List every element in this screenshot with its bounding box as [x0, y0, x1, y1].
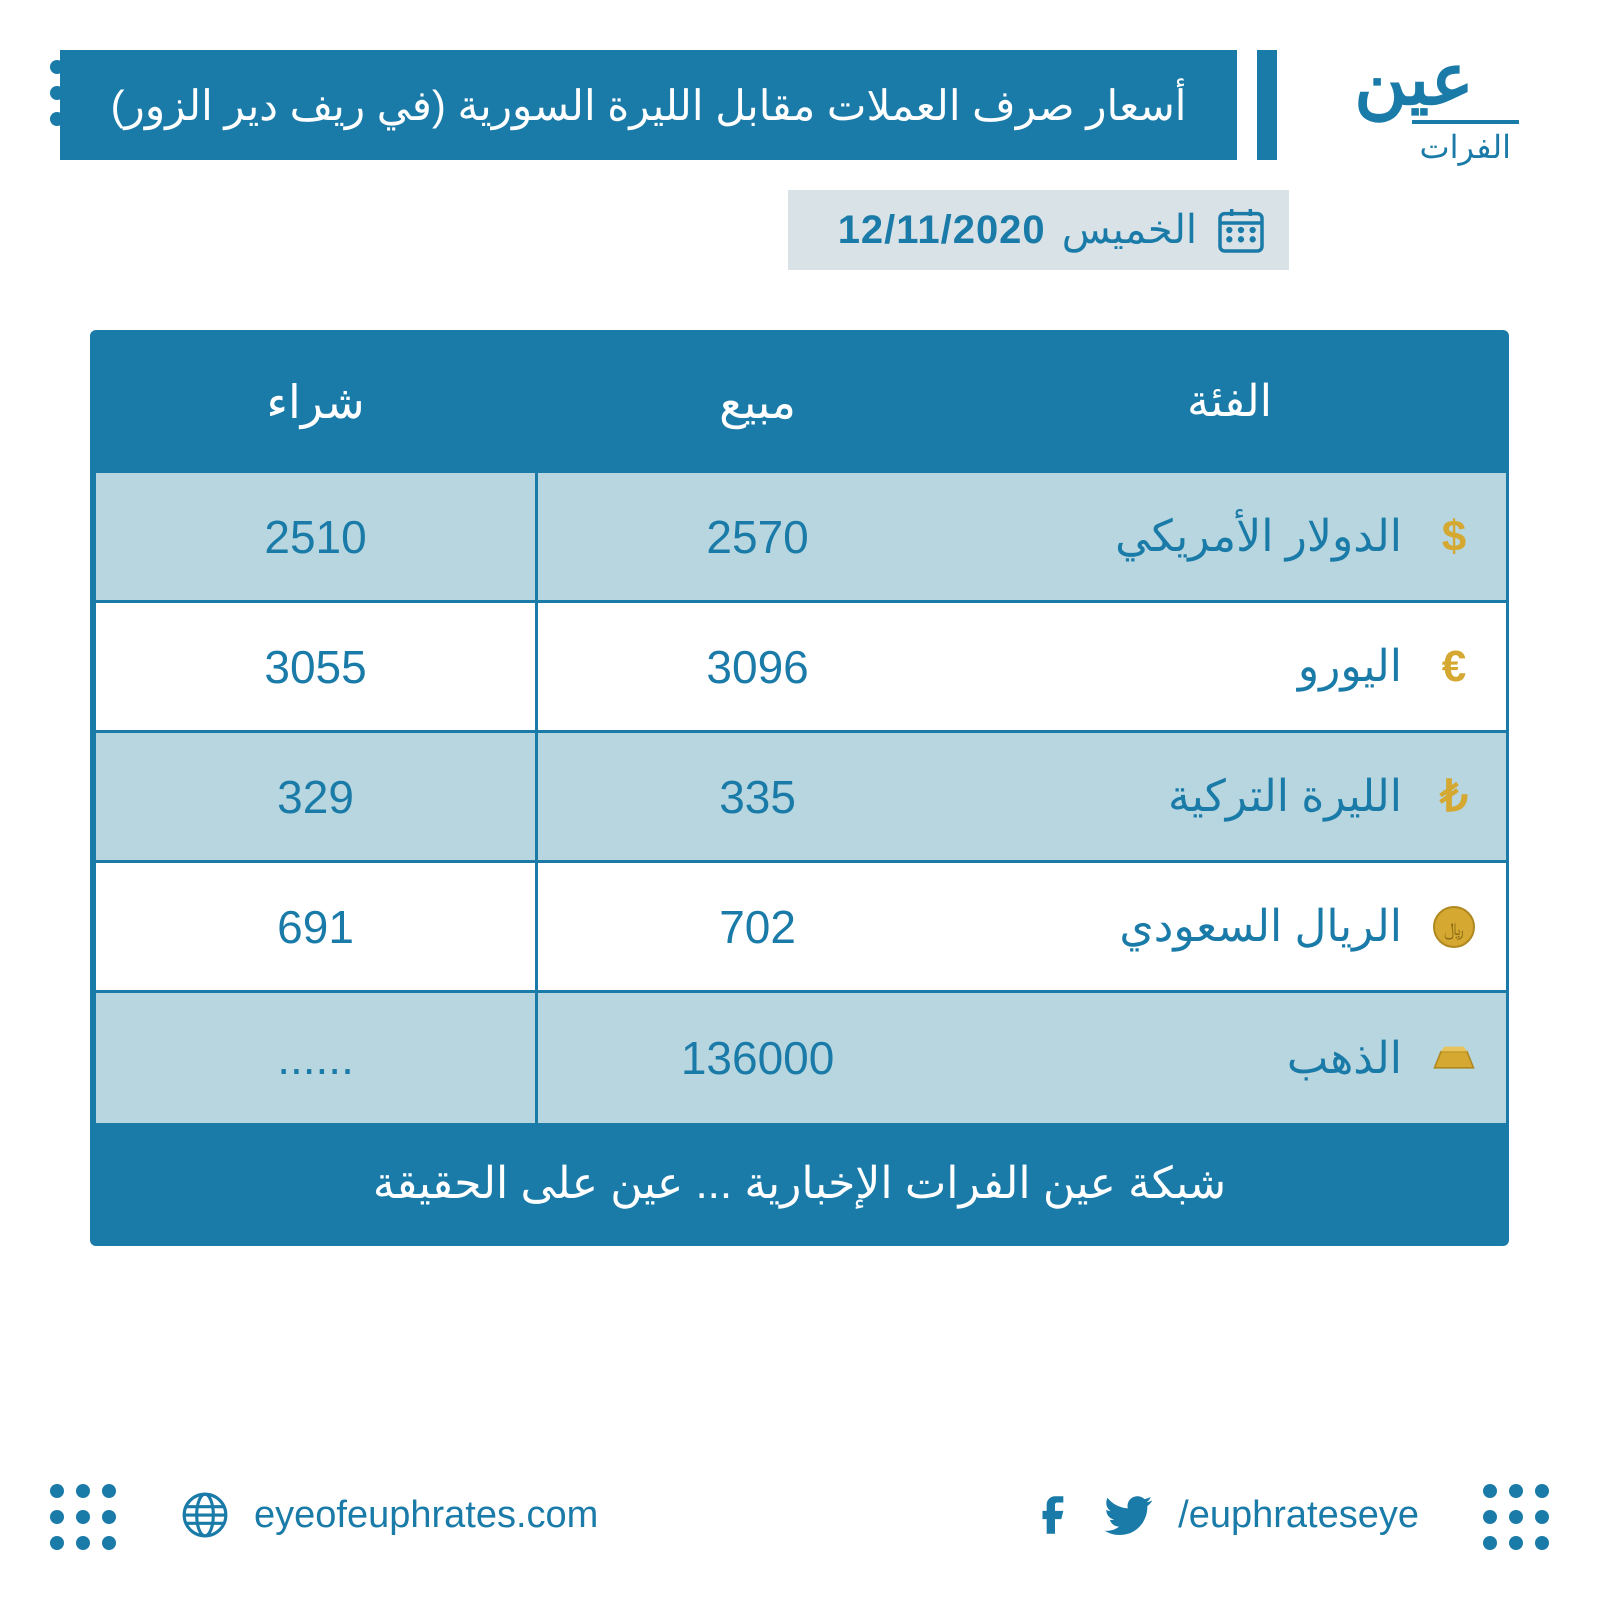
cell-category: ₺ الليرة التركية: [977, 733, 1506, 860]
svg-text:﷼: ﷼: [1444, 919, 1464, 940]
cell-category: € اليورو: [977, 603, 1506, 730]
calendar-icon: [1213, 202, 1269, 258]
cell-sell: 3096: [535, 603, 977, 730]
social-block: /euphrateseye: [1030, 1490, 1419, 1540]
cell-category: الذهب: [977, 993, 1506, 1123]
category-label: الذهب: [1287, 1033, 1402, 1084]
euro-icon: €: [1426, 639, 1482, 695]
date-bar: الخميس 12/11/2020: [788, 190, 1289, 270]
logo: عين الفرات: [1289, 50, 1539, 160]
decor-dots-bottom-right: [50, 1484, 116, 1550]
gold-icon: [1426, 1030, 1482, 1086]
lira-icon: ₺: [1426, 769, 1482, 825]
category-label: الريال السعودي: [1119, 901, 1402, 952]
cell-buy: ......: [93, 993, 535, 1123]
table-row: € اليورو 30963055: [93, 603, 1506, 733]
facebook-icon: [1030, 1490, 1080, 1540]
bottom-bar: eyeofeuphrates.com /euphrateseye: [180, 1480, 1419, 1550]
table-row: ₺ الليرة التركية 335329: [93, 733, 1506, 863]
page-title: أسعار صرف العملات مقابل الليرة السورية (…: [60, 50, 1237, 160]
table-header-row: الفئة مبيع شراء: [93, 333, 1506, 473]
date-value: 12/11/2020: [818, 208, 1046, 253]
cell-category: $ الدولار الأمريكي: [977, 473, 1506, 600]
table-row: الذهب 136000......: [93, 993, 1506, 1123]
twitter-icon: [1104, 1490, 1154, 1540]
table-row: ﷼ الريال السعودي 702691: [93, 863, 1506, 993]
title-accent: [1257, 50, 1277, 160]
col-buy: شراء: [93, 333, 535, 470]
cell-buy: 329: [93, 733, 535, 860]
cell-sell: 335: [535, 733, 977, 860]
exchange-table: الفئة مبيع شراء $ الدولار الأمريكي 2570251…: [90, 330, 1509, 1246]
table-row: $ الدولار الأمريكي 25702510: [93, 473, 1506, 603]
cell-sell: 2570: [535, 473, 977, 600]
cell-sell: 702: [535, 863, 977, 990]
website-text: eyeofeuphrates.com: [254, 1494, 598, 1537]
header-category-label: الفئة: [1187, 376, 1272, 427]
social-handle: /euphrateseye: [1178, 1494, 1419, 1537]
svg-text:$: $: [1442, 513, 1466, 561]
cell-buy: 691: [93, 863, 535, 990]
cell-buy: 3055: [93, 603, 535, 730]
cell-buy: 2510: [93, 473, 535, 600]
logo-main: عين: [1354, 44, 1474, 116]
dollar-icon: $: [1426, 509, 1482, 565]
svg-text:₺: ₺: [1439, 773, 1468, 821]
table-footer: شبكة عين الفرات الإخبارية ... عين على ال…: [93, 1123, 1506, 1243]
riyal-icon: ﷼: [1426, 899, 1482, 955]
website-block: eyeofeuphrates.com: [180, 1490, 598, 1540]
svg-text:€: €: [1442, 643, 1466, 691]
cell-sell: 136000: [535, 993, 977, 1123]
cell-category: ﷼ الريال السعودي: [977, 863, 1506, 990]
header: عين الفرات أسعار صرف العملات مقابل اللير…: [60, 50, 1539, 160]
category-label: الدولار الأمريكي: [1115, 511, 1402, 562]
globe-icon: [180, 1490, 230, 1540]
col-category: الفئة: [977, 333, 1506, 470]
category-label: اليورو: [1298, 641, 1402, 692]
category-label: الليرة التركية: [1168, 771, 1402, 822]
decor-dots-bottom-left: [1483, 1484, 1549, 1550]
date-day: الخميس: [1046, 207, 1213, 253]
col-sell: مبيع: [535, 333, 977, 470]
logo-sub: الفرات: [1412, 120, 1520, 166]
